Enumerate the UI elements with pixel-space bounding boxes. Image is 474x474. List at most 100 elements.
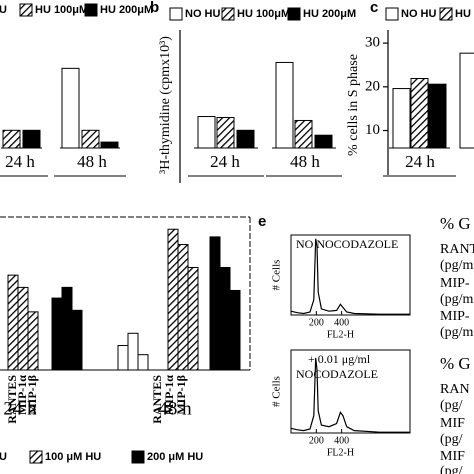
bar — [410, 78, 429, 149]
side-text: % G — [440, 354, 471, 373]
legend-label: HU 100μM — [237, 8, 290, 20]
x-tick-label: 400 — [334, 317, 349, 328]
side-text: RAN — [440, 382, 470, 397]
category-label: MIP-1β — [174, 375, 188, 415]
legend-label: HU 100μM — [35, 4, 88, 16]
legend-swatch — [287, 7, 301, 21]
legend-swatch — [131, 450, 145, 464]
y-axis-label: # Cells — [271, 260, 283, 291]
bar — [81, 129, 100, 149]
legend-label: HU — [0, 451, 7, 463]
category-label: MIP-1α — [162, 375, 176, 415]
annotation: NOCODAZOLE — [296, 367, 378, 381]
side-text: (pg/ — [440, 432, 463, 447]
bar — [127, 332, 139, 371]
y-tick-label: 20 — [365, 78, 380, 94]
legend-label: HU 200μM — [100, 4, 153, 16]
category-label: 48 h — [290, 152, 320, 171]
bar — [167, 228, 179, 371]
bar — [229, 289, 241, 371]
side-text: % G — [440, 214, 471, 233]
legend-swatch — [19, 3, 33, 17]
side-text: (pg/ — [440, 464, 463, 474]
side-text: (pg/m — [440, 258, 474, 273]
legend-label: NO HU — [185, 8, 221, 20]
bar — [17, 286, 29, 371]
bar — [392, 88, 411, 149]
legend-swatch — [29, 450, 43, 464]
y-axis-label: % cells in S phase — [346, 54, 361, 156]
bar — [209, 236, 221, 371]
side-text: MIF — [440, 416, 465, 431]
y-axis-label: ³H-thymidine (cpmx10³) — [158, 36, 173, 174]
group-label: 24 h — [3, 398, 37, 419]
annotation: NO NOCODAZOLE — [296, 237, 398, 251]
legend-swatch — [385, 7, 399, 21]
bar — [22, 129, 41, 149]
panel-label: c — [370, 0, 378, 16]
bar — [219, 266, 231, 371]
y-axis-label: # Cells — [271, 376, 283, 407]
legend-label: HU 200μM — [303, 8, 356, 20]
annotation: + 0.01 μg/ml — [308, 352, 371, 366]
category-label: 24 h — [405, 152, 435, 171]
side-text: MIP- — [440, 276, 470, 291]
x-axis-label: FL2-H — [327, 447, 354, 458]
side-text: (pg/ — [440, 398, 463, 413]
x-tick-label: 200 — [309, 435, 324, 446]
category-label: RANTES — [150, 375, 164, 424]
legend-label: HU — [0, 4, 7, 16]
bar — [27, 311, 39, 371]
side-text: MIP- — [440, 309, 470, 324]
category-label: MIP-1α — [15, 375, 29, 415]
legend-label: HU — [455, 8, 471, 20]
x-axis-label: FL2-H — [327, 329, 354, 340]
side-text: MIF — [440, 449, 465, 464]
legend-label: 200 μM HU — [147, 451, 203, 463]
bar — [61, 286, 73, 371]
bar — [275, 61, 294, 149]
bar — [71, 309, 83, 371]
y-tick-label: 10 — [365, 122, 380, 138]
bar — [216, 117, 235, 149]
panel-label: b — [150, 0, 159, 16]
bar — [100, 141, 119, 149]
legend-swatch — [169, 7, 183, 21]
group-label: 48 h — [158, 398, 192, 419]
bar — [177, 244, 189, 371]
category-label: MIP-1β — [25, 375, 39, 415]
category-label: 48 h — [77, 152, 107, 171]
bar — [2, 129, 21, 149]
histogram-line — [290, 238, 410, 315]
bar — [459, 52, 474, 149]
histogram-line — [290, 357, 410, 433]
bar — [7, 274, 19, 371]
panel-label: e — [258, 213, 266, 230]
category-label: RANTES — [5, 375, 19, 424]
category-label: 24 h — [5, 152, 35, 171]
bar — [187, 266, 199, 371]
x-tick-label: 400 — [334, 435, 349, 446]
side-text: (pg/m — [440, 292, 474, 307]
bar — [314, 134, 333, 149]
bar — [294, 119, 313, 149]
legend-swatch — [221, 7, 235, 21]
legend-label: NO HU — [401, 8, 437, 20]
bar — [428, 83, 447, 149]
plot-frame — [290, 234, 411, 316]
bar — [197, 116, 216, 149]
plot-frame — [290, 349, 411, 434]
y-tick-label: 30 — [365, 35, 380, 51]
bar — [51, 297, 63, 371]
legend-swatch — [439, 7, 453, 21]
side-text: RANT — [440, 242, 474, 257]
legend-swatch — [84, 3, 98, 17]
category-label: 24 h — [210, 152, 240, 171]
bar — [137, 354, 149, 371]
bar — [236, 129, 255, 149]
legend-label: 100 μM HU — [45, 451, 101, 463]
bar — [117, 345, 129, 371]
side-text: (pg/m — [440, 325, 474, 340]
bar — [61, 67, 80, 149]
